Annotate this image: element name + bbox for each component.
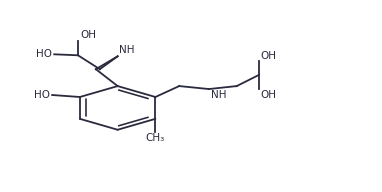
Text: HO: HO bbox=[36, 49, 52, 59]
Text: CH₃: CH₃ bbox=[146, 133, 165, 143]
Text: HO: HO bbox=[34, 90, 50, 100]
Text: OH: OH bbox=[261, 51, 277, 61]
Text: OH: OH bbox=[80, 30, 96, 40]
Text: NH: NH bbox=[211, 90, 227, 100]
Text: NH: NH bbox=[119, 45, 134, 55]
Text: OH: OH bbox=[261, 90, 277, 100]
